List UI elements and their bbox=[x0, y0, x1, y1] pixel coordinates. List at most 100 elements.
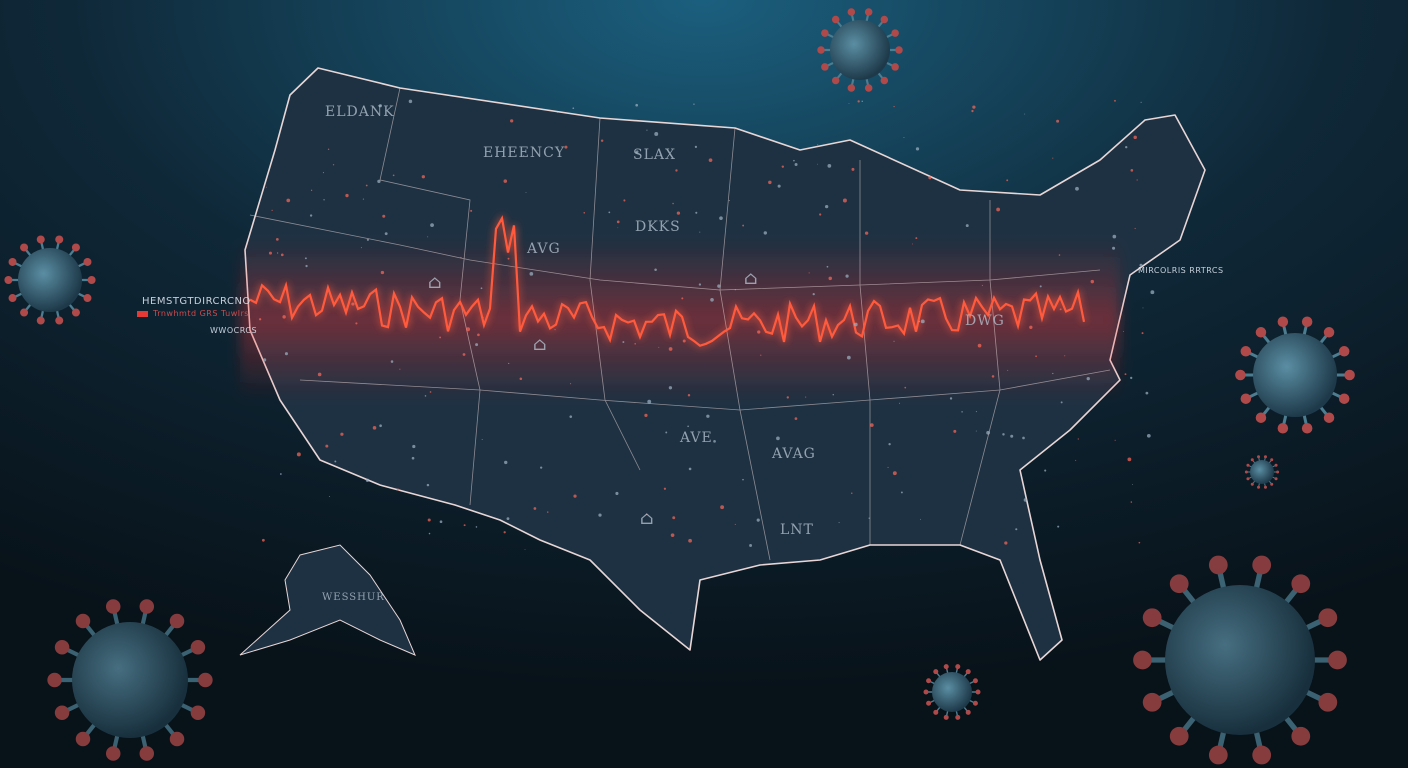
case-dot bbox=[972, 105, 976, 109]
case-dot bbox=[719, 216, 723, 220]
case-dot bbox=[919, 518, 921, 520]
case-dot bbox=[853, 322, 858, 327]
case-dot bbox=[672, 202, 674, 205]
case-dot bbox=[817, 163, 818, 165]
case-dot bbox=[334, 460, 337, 463]
case-dot bbox=[695, 211, 698, 214]
case-dot bbox=[734, 289, 736, 291]
case-dot bbox=[1090, 279, 1095, 284]
case-dot bbox=[304, 257, 307, 260]
case-dot bbox=[663, 487, 667, 490]
case-dot bbox=[688, 538, 692, 543]
case-dot bbox=[949, 397, 953, 400]
case-dots bbox=[258, 99, 1155, 550]
case-dot bbox=[893, 340, 895, 342]
case-dot bbox=[1075, 186, 1079, 191]
case-dot bbox=[412, 444, 416, 449]
case-dot bbox=[1112, 246, 1116, 250]
case-dot bbox=[510, 119, 514, 123]
case-dot bbox=[365, 478, 370, 483]
case-dot bbox=[786, 396, 789, 399]
case-dot bbox=[828, 276, 832, 281]
legend-swatch bbox=[137, 311, 148, 317]
state-label: SLAX bbox=[633, 147, 676, 163]
case-dot bbox=[466, 327, 471, 332]
case-dot bbox=[477, 333, 480, 337]
case-dot bbox=[918, 171, 921, 173]
case-dot bbox=[282, 315, 286, 319]
case-dot bbox=[439, 336, 442, 339]
case-dot bbox=[928, 176, 932, 180]
case-dot bbox=[617, 227, 619, 229]
virus-icon bbox=[1133, 555, 1347, 765]
case-dot bbox=[1130, 169, 1134, 172]
case-dot bbox=[1141, 332, 1144, 335]
case-dot bbox=[572, 107, 575, 110]
case-dot bbox=[665, 431, 668, 434]
house-icon: ⌂ bbox=[428, 272, 443, 293]
case-dot bbox=[540, 466, 543, 469]
case-dot bbox=[1134, 227, 1136, 230]
case-dot bbox=[861, 100, 863, 103]
virus-icon bbox=[1244, 455, 1280, 489]
legend-entry: Trnwhmtd GRS Tuwlrs bbox=[153, 309, 249, 318]
case-dot bbox=[1077, 438, 1079, 440]
case-dot bbox=[377, 179, 381, 184]
case-dot bbox=[720, 505, 725, 510]
case-dot bbox=[1035, 355, 1037, 358]
case-dot bbox=[1058, 254, 1061, 256]
case-dot bbox=[1132, 484, 1133, 485]
case-dot bbox=[1007, 369, 1009, 371]
case-dot bbox=[654, 268, 657, 272]
case-dot bbox=[408, 99, 413, 104]
case-dot bbox=[1125, 146, 1128, 149]
case-dot bbox=[475, 526, 478, 528]
state-label: ELDANK bbox=[325, 104, 395, 120]
case-dot bbox=[547, 511, 549, 513]
case-dot bbox=[808, 272, 810, 274]
case-dot bbox=[379, 424, 382, 428]
case-dot bbox=[915, 237, 918, 240]
case-dot bbox=[460, 256, 462, 259]
case-dot bbox=[573, 494, 577, 498]
case-dot bbox=[427, 518, 431, 522]
case-dot bbox=[524, 548, 526, 550]
legend-sub: WWOCRCS bbox=[210, 326, 258, 335]
case-dot bbox=[706, 414, 710, 418]
case-dot bbox=[668, 347, 673, 351]
case-dot bbox=[355, 322, 358, 325]
case-dot bbox=[1029, 325, 1033, 329]
case-dot bbox=[600, 139, 604, 142]
virus-icon bbox=[923, 664, 981, 720]
case-dot bbox=[832, 393, 834, 396]
case-dot bbox=[857, 100, 860, 103]
case-dot bbox=[1146, 433, 1151, 438]
case-dot bbox=[623, 199, 626, 202]
case-dot bbox=[848, 103, 850, 104]
case-dot bbox=[426, 483, 430, 487]
state-label: AVG bbox=[527, 241, 561, 257]
case-dot bbox=[644, 413, 648, 418]
case-dot bbox=[647, 399, 652, 404]
case-dot bbox=[1140, 101, 1142, 103]
case-dot bbox=[645, 513, 648, 515]
case-dot bbox=[1133, 135, 1137, 140]
case-dot bbox=[742, 478, 744, 481]
case-dot bbox=[411, 456, 415, 460]
case-dot bbox=[309, 214, 313, 217]
case-dot bbox=[1127, 457, 1132, 462]
case-dot bbox=[1052, 157, 1054, 159]
house-icon: ⌂ bbox=[533, 334, 548, 355]
case-dot bbox=[504, 460, 508, 465]
case-dot bbox=[380, 270, 385, 275]
house-icon: ⌂ bbox=[640, 508, 655, 529]
state-label: DKKS bbox=[635, 219, 681, 235]
case-dot bbox=[991, 375, 995, 378]
case-dot bbox=[975, 430, 977, 432]
case-dot bbox=[675, 169, 678, 172]
outbreak-pulse-line bbox=[249, 215, 1086, 347]
case-dot bbox=[583, 211, 586, 214]
legend-title: HEMSTGTDIRCRCNO bbox=[142, 296, 251, 307]
case-dot bbox=[261, 538, 265, 542]
case-dot bbox=[1145, 391, 1149, 395]
